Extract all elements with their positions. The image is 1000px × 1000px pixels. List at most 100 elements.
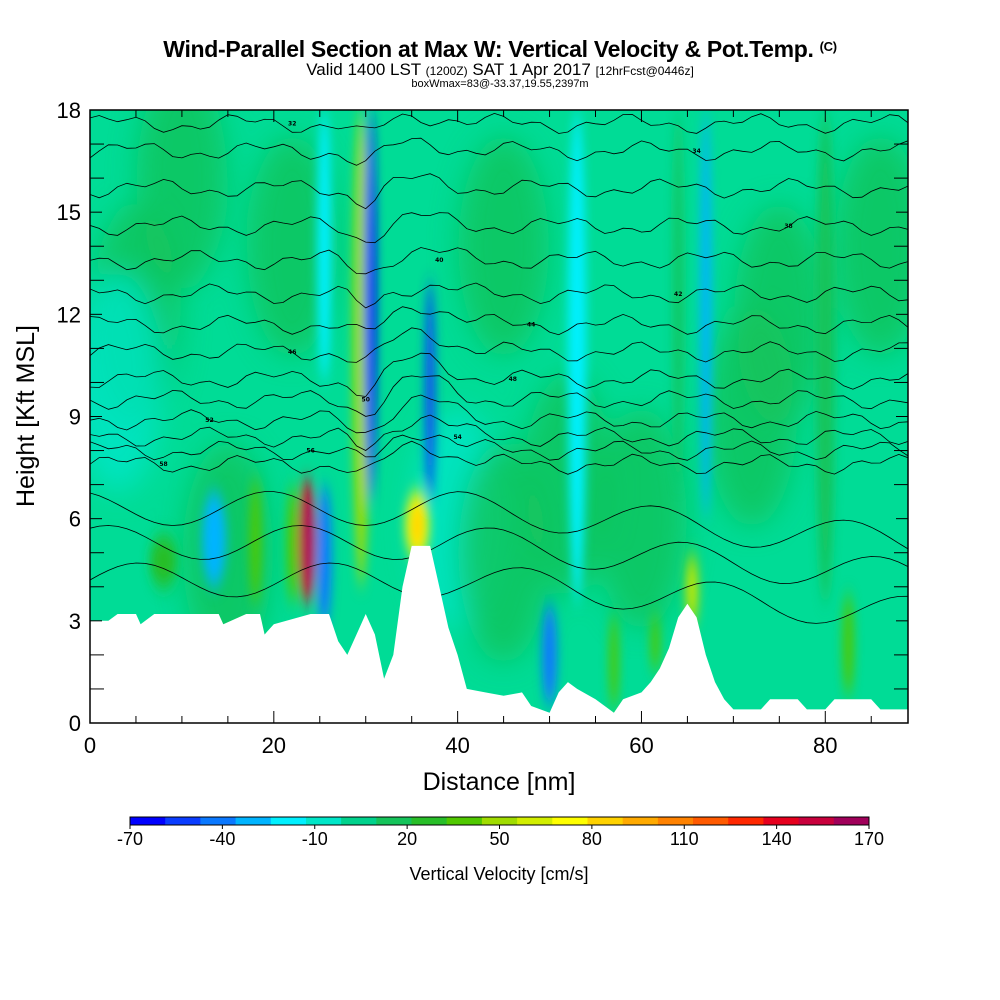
colorbar-label: 170 <box>854 829 884 849</box>
x-tick-label: 60 <box>629 733 653 758</box>
colorbar-swatch <box>552 817 588 825</box>
colorbar-label: 140 <box>762 829 792 849</box>
velocity-feature <box>650 614 660 672</box>
x-tick-label: 0 <box>84 733 96 758</box>
theta-contour-label: 56 <box>306 448 314 455</box>
colorbar: -70 -40 -10 20 50 80 110 140 170 <box>117 816 884 849</box>
background-patch <box>596 408 687 629</box>
y-tick-label: 15 <box>57 200 81 225</box>
velocity-feature <box>842 593 854 696</box>
colorbar-swatch <box>411 817 448 825</box>
velocity-feature-core <box>688 563 696 617</box>
theta-contour-line <box>90 247 908 275</box>
colorbar-swatch <box>728 817 764 825</box>
colorbar-swatch <box>657 817 694 825</box>
colorbar-swatch <box>481 817 518 825</box>
chart-subtitle-box: boxWmax=83@-33.37,19.55,2397m <box>411 78 589 90</box>
theta-contour-line <box>90 282 908 309</box>
velocity-feature <box>149 535 178 587</box>
colorbar-swatch <box>376 817 412 825</box>
background-patch <box>706 306 797 527</box>
theta-contour-line <box>90 137 908 166</box>
background-patch <box>458 442 549 663</box>
velocity-feature-core <box>410 501 424 550</box>
theta-contour-line <box>90 352 908 397</box>
theta-contour-label: 52 <box>205 417 213 424</box>
velocity-feature <box>317 484 332 628</box>
x-tick-label: 80 <box>813 733 837 758</box>
velocity-feature <box>816 110 835 604</box>
theta-contour-line <box>90 414 908 451</box>
colorbar-label: 20 <box>397 829 417 849</box>
background-patch <box>835 136 908 357</box>
colorbar-swatch <box>622 817 659 825</box>
theta-contour-label: 54 <box>453 434 461 441</box>
colorbar-swatch <box>165 817 201 825</box>
theta-contour-line <box>90 491 908 550</box>
theta-contour-line <box>90 173 908 210</box>
colorbar-swatch <box>270 817 307 825</box>
colorbar-swatch <box>200 817 236 825</box>
velocity-feature <box>286 484 298 604</box>
velocity-feature <box>567 110 587 604</box>
colorbar-swatch <box>587 817 624 825</box>
theta-contour-line <box>90 394 908 434</box>
x-axis: 0 20 40 60 80 <box>84 110 872 758</box>
velocity-feature <box>202 491 227 587</box>
theta-contour-line <box>90 440 908 475</box>
colorbar-label: -10 <box>302 829 328 849</box>
background-patch <box>136 110 227 289</box>
y-tick-label: 9 <box>69 405 81 430</box>
y-axis-title: Height [Kft MSL] <box>12 325 40 507</box>
colorbar-title: Vertical Velocity [cm/s] <box>409 864 588 884</box>
colorbar-swatch <box>341 817 377 825</box>
theta-contour-line <box>90 525 908 585</box>
theta-contour-label: 50 <box>362 396 370 403</box>
y-tick-label: 18 <box>57 98 81 123</box>
x-axis-title: Distance [nm] <box>423 768 576 796</box>
theta-contour-label: 44 <box>527 322 535 329</box>
velocity-feature <box>609 614 619 710</box>
theta-contour-label: 38 <box>784 223 792 230</box>
colorbar-swatch <box>693 817 729 825</box>
background-patch <box>90 272 163 493</box>
theta-contour-line <box>90 375 908 417</box>
colorbar-swatch <box>833 817 870 825</box>
colorbar-swatch <box>130 817 166 825</box>
colorbar-swatch <box>517 817 553 825</box>
theta-contour-label: 32 <box>288 121 296 128</box>
theta-contour-line <box>90 212 908 244</box>
theta-contour-line <box>90 306 908 336</box>
colorbar-swatch <box>763 817 799 825</box>
chart-title: Wind-Parallel Section at Max W: Vertical… <box>163 36 837 62</box>
background-patch <box>458 136 549 357</box>
theta-contours: 58 56 54 52 50 48 46 44 42 40 38 36 34 32 <box>90 112 939 624</box>
subtitle-fcst: [12hrFcst@0446z] <box>595 64 694 78</box>
theta-contour-label: 36 <box>931 185 939 192</box>
subtitle-utc: (1200Z) <box>425 64 468 78</box>
colorbar-label: -70 <box>117 829 143 849</box>
theta-contour-label: 34 <box>692 148 700 155</box>
colorbar-label: 80 <box>582 829 602 849</box>
colorbar-swatch <box>798 817 835 825</box>
x-tick-label: 20 <box>262 733 286 758</box>
colorbar-label: -40 <box>209 829 235 849</box>
theta-contour-line <box>90 327 908 363</box>
y-tick-label: 12 <box>57 302 81 327</box>
velocity-feature-core <box>302 496 312 585</box>
theta-contour-label: 46 <box>288 349 296 356</box>
y-tick-label: 3 <box>69 609 81 634</box>
theta-contour-label: 42 <box>674 291 682 298</box>
colorbar-label: 110 <box>670 829 699 849</box>
colorbar-swatch <box>235 817 272 825</box>
plot-area: 58 56 54 52 50 48 46 44 42 40 38 36 34 32 <box>90 110 939 723</box>
theta-contour-line <box>90 562 908 624</box>
velocity-feature <box>542 603 557 706</box>
colorbar-swatch <box>446 817 483 825</box>
velocity-feature <box>673 110 683 485</box>
x-tick-label: 40 <box>445 733 469 758</box>
background-patch <box>182 442 273 663</box>
velocity-features <box>149 110 854 710</box>
colorbar-label: 50 <box>489 829 509 849</box>
